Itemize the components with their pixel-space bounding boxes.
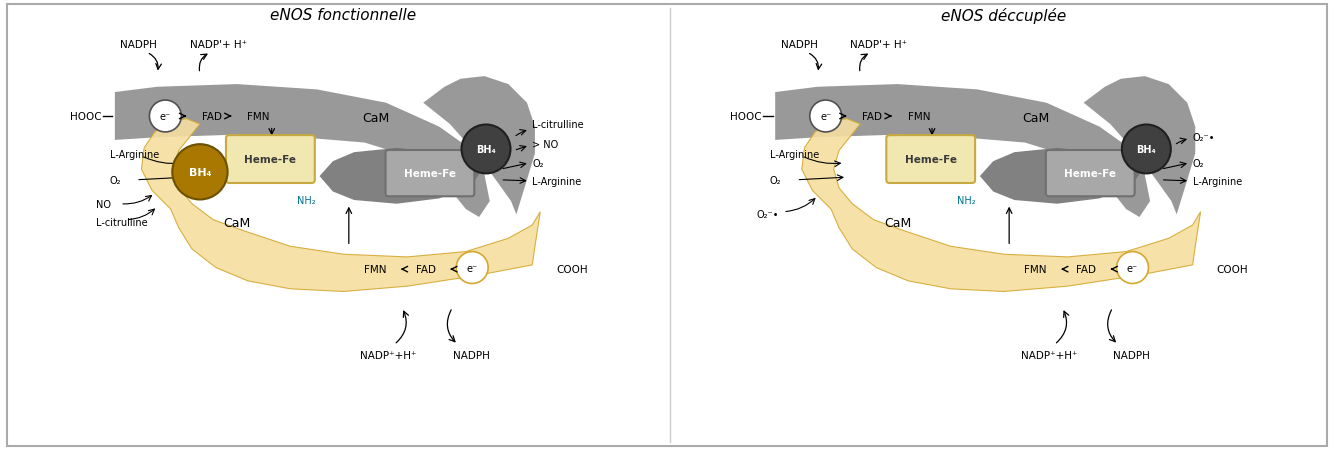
Text: BH₄: BH₄ [476, 145, 496, 155]
Text: > NO: > NO [532, 139, 559, 149]
Text: FMN: FMN [907, 112, 930, 122]
Circle shape [810, 101, 842, 133]
Circle shape [456, 252, 488, 284]
Circle shape [172, 145, 228, 200]
Text: NO: NO [96, 199, 111, 209]
Text: CaM: CaM [362, 111, 390, 124]
Circle shape [1122, 125, 1171, 174]
Text: NADP'+ H⁺: NADP'+ H⁺ [189, 40, 247, 50]
Text: e⁻: e⁻ [467, 263, 478, 273]
Text: L-Arginine: L-Arginine [770, 150, 819, 160]
FancyBboxPatch shape [1046, 151, 1135, 197]
Text: e⁻: e⁻ [160, 112, 171, 122]
Text: O₂: O₂ [770, 175, 782, 185]
Text: eNOS fonctionnelle: eNOS fonctionnelle [271, 9, 416, 23]
Text: NADPH: NADPH [1113, 350, 1150, 360]
Polygon shape [775, 77, 1195, 217]
Polygon shape [980, 148, 1139, 204]
Text: NADPH: NADPH [452, 350, 490, 360]
Text: eNOS déccuplée: eNOS déccuplée [942, 8, 1066, 24]
Text: NH₂: NH₂ [958, 196, 976, 206]
Text: NH₂: NH₂ [297, 196, 316, 206]
Text: FMN: FMN [1025, 265, 1047, 275]
Text: FAD: FAD [416, 265, 436, 275]
Text: COOH: COOH [556, 265, 588, 275]
Text: FAD: FAD [862, 112, 882, 122]
Text: CaM: CaM [224, 216, 251, 229]
Text: FMN: FMN [247, 112, 269, 122]
Polygon shape [802, 120, 1201, 292]
FancyBboxPatch shape [225, 136, 315, 184]
Text: NADPH: NADPH [120, 40, 157, 50]
Text: HOOC: HOOC [730, 112, 762, 122]
Text: O₂: O₂ [1193, 158, 1205, 168]
Text: O₂⁻•: O₂⁻• [1193, 133, 1215, 143]
Circle shape [462, 125, 511, 174]
Text: FMN: FMN [364, 265, 387, 275]
Text: COOH: COOH [1217, 265, 1249, 275]
Text: NADP⁺+H⁺: NADP⁺+H⁺ [1021, 350, 1078, 360]
Text: BH₄: BH₄ [188, 167, 211, 177]
Text: L-Arginine: L-Arginine [109, 150, 159, 160]
Text: L-citrulline: L-citrulline [532, 120, 584, 130]
Text: Heme-Fe: Heme-Fe [404, 169, 456, 179]
Circle shape [149, 101, 181, 133]
Text: HOOC: HOOC [69, 112, 101, 122]
Text: BH₄: BH₄ [1137, 145, 1157, 155]
Text: NADP⁺+H⁺: NADP⁺+H⁺ [360, 350, 418, 360]
Text: Heme-Fe: Heme-Fe [904, 155, 956, 165]
Text: O₂: O₂ [109, 175, 121, 185]
Text: O₂: O₂ [532, 158, 544, 168]
FancyBboxPatch shape [386, 151, 475, 197]
Polygon shape [115, 77, 535, 217]
Text: FAD: FAD [201, 112, 221, 122]
Text: e⁻: e⁻ [1127, 263, 1138, 273]
Text: L-Arginine: L-Arginine [532, 176, 582, 186]
Text: L-citrulline: L-citrulline [96, 218, 148, 228]
Text: CaM: CaM [884, 216, 911, 229]
Text: NADPH: NADPH [780, 40, 818, 50]
Text: Heme-Fe: Heme-Fe [244, 155, 296, 165]
Text: L-Arginine: L-Arginine [1193, 176, 1242, 186]
Circle shape [1117, 252, 1149, 284]
Text: CaM: CaM [1022, 111, 1050, 124]
Text: Heme-Fe: Heme-Fe [1065, 169, 1117, 179]
Polygon shape [320, 148, 479, 204]
Text: NADP'+ H⁺: NADP'+ H⁺ [850, 40, 907, 50]
Text: FAD: FAD [1077, 265, 1097, 275]
Text: NH₃: NH₃ [942, 139, 960, 149]
Polygon shape [141, 120, 540, 292]
FancyBboxPatch shape [886, 136, 975, 184]
Text: e⁻: e⁻ [820, 112, 831, 122]
Text: O₂⁻•: O₂⁻• [756, 210, 779, 220]
Text: NH₃: NH₃ [281, 139, 300, 149]
